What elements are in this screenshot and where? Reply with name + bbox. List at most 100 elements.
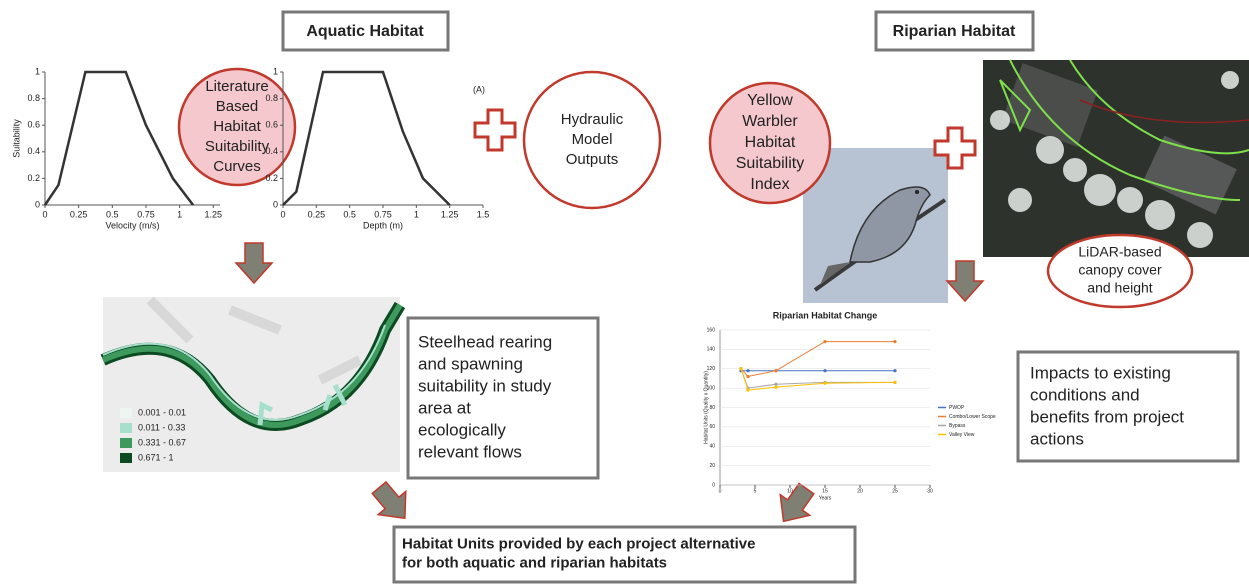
y-tick-label: 60	[709, 424, 715, 430]
legend-swatch	[120, 438, 132, 448]
legend-label: 0.011 - 0.33	[138, 422, 185, 432]
circle-label: Literature	[205, 78, 268, 95]
x-tick-label: 0	[719, 488, 722, 494]
data-point	[739, 367, 742, 370]
x-tick-label: 1	[177, 209, 182, 219]
data-point	[823, 382, 826, 385]
x-tick-label: 0.5	[106, 209, 119, 219]
legend-label: Valley View	[949, 432, 975, 438]
chart-title: Riparian Habitat Change	[773, 310, 878, 320]
legend-swatch	[120, 453, 132, 463]
y-tick-label: 0	[273, 199, 278, 209]
x-tick-label: 0.25	[308, 209, 326, 219]
legend-label: Combo/Lower Scope	[949, 414, 996, 420]
x-tick-label: 1.25	[441, 209, 459, 219]
data-point	[746, 375, 749, 378]
y-tick-label: 160	[707, 327, 716, 333]
data-line	[283, 72, 450, 205]
box-text: Habitat Units provided by each project a…	[402, 535, 755, 552]
y-axis-label: Suitability	[11, 119, 21, 158]
data-point	[774, 386, 777, 389]
legend-label: Bypass	[949, 423, 966, 429]
x-tick-label: 0.25	[70, 209, 88, 219]
circle-label: Based	[216, 98, 259, 115]
y-tick-label: 1	[35, 66, 40, 76]
y-tick-label: 0.4	[27, 146, 40, 156]
box-text: Impacts to existing	[1030, 363, 1171, 382]
y-tick-label: 0	[712, 482, 715, 488]
box-text: Steelhead rearing	[418, 332, 552, 351]
data-point	[893, 340, 896, 343]
x-tick-label: 0.75	[374, 209, 392, 219]
bird-sketch	[803, 148, 948, 303]
data-line	[45, 72, 193, 205]
box-text: suitability in study	[418, 376, 552, 395]
y-tick-label: 0	[35, 199, 40, 209]
legend-swatch	[120, 423, 132, 433]
x-tick-label: 1.5	[477, 209, 490, 219]
circle-label: and height	[1087, 280, 1153, 296]
y-tick-label: 40	[709, 444, 715, 450]
data-point	[746, 388, 749, 391]
data-point	[746, 369, 749, 372]
circle-label: Warbler	[742, 113, 798, 130]
y-tick-label: 0.2	[27, 173, 40, 183]
data-point	[893, 381, 896, 384]
data-line	[741, 369, 895, 390]
box-text: relevant flows	[418, 442, 522, 461]
x-tick-label: 10	[787, 488, 793, 494]
circle-label: Curves	[213, 158, 261, 175]
aquatic-title: Aquatic Habitat	[306, 23, 424, 40]
y-tick-label: 1	[273, 66, 278, 76]
x-tick-label: 1.25	[205, 209, 223, 219]
diagram: Aquatic Habitat Riparian Habitat	[0, 0, 1249, 585]
annotation: (A)	[473, 84, 485, 94]
y-tick-label: 20	[709, 463, 715, 469]
box-text: ecologically	[418, 420, 506, 439]
arrow	[236, 243, 272, 283]
legend-swatch	[120, 408, 132, 418]
plus-sign	[475, 110, 515, 150]
lidar-image	[983, 60, 1249, 257]
x-tick-label: 15	[822, 488, 828, 494]
box-text: conditions and	[1030, 385, 1140, 404]
circle-label: Outputs	[566, 151, 619, 168]
circle-label: Suitability	[205, 138, 270, 155]
x-tick-label: 25	[892, 488, 898, 494]
circle-label: Index	[750, 176, 789, 193]
box-text: area at	[418, 398, 471, 417]
arrow	[769, 478, 821, 531]
x-tick-label: 0	[42, 209, 47, 219]
x-tick-label: 1	[414, 209, 419, 219]
data-point	[774, 369, 777, 372]
circle-label: LiDAR-based	[1078, 244, 1161, 260]
y-tick-label: 0.4	[265, 146, 278, 156]
y-axis-label: Habitat Units (Quality x Quantity)	[703, 371, 709, 444]
circle-label: Suitability	[736, 155, 804, 172]
x-tick-label: 0.5	[343, 209, 356, 219]
x-axis-label: Years	[819, 495, 832, 501]
box-text: for both aquatic and riparian habitats	[402, 554, 667, 571]
legend-label: 0.671 - 1	[138, 452, 174, 462]
legend-label: 0.001 - 0.01	[138, 407, 186, 417]
y-tick-label: 0.6	[265, 120, 278, 130]
circle-label: Hydraulic	[561, 111, 624, 128]
circle-label: Habitat	[213, 118, 261, 135]
x-axis-label: Velocity (m/s)	[105, 220, 159, 230]
y-tick-label: 0.6	[27, 120, 40, 130]
x-tick-label: 30	[927, 488, 933, 494]
data-line	[741, 369, 895, 388]
x-axis-label: Depth (m)	[363, 220, 403, 230]
data-point	[823, 369, 826, 372]
circle-label: canopy cover	[1078, 262, 1162, 278]
y-tick-label: 0.8	[27, 93, 40, 103]
x-tick-label: 0	[280, 209, 285, 219]
box-text: benefits from project	[1030, 407, 1184, 426]
data-point	[893, 369, 896, 372]
legend-label: 0.331 - 0.67	[138, 437, 186, 447]
y-tick-label: 0.8	[265, 93, 278, 103]
data-point	[774, 383, 777, 386]
arrow	[365, 476, 418, 530]
circle-label: Habitat	[745, 134, 796, 151]
data-point	[823, 340, 826, 343]
